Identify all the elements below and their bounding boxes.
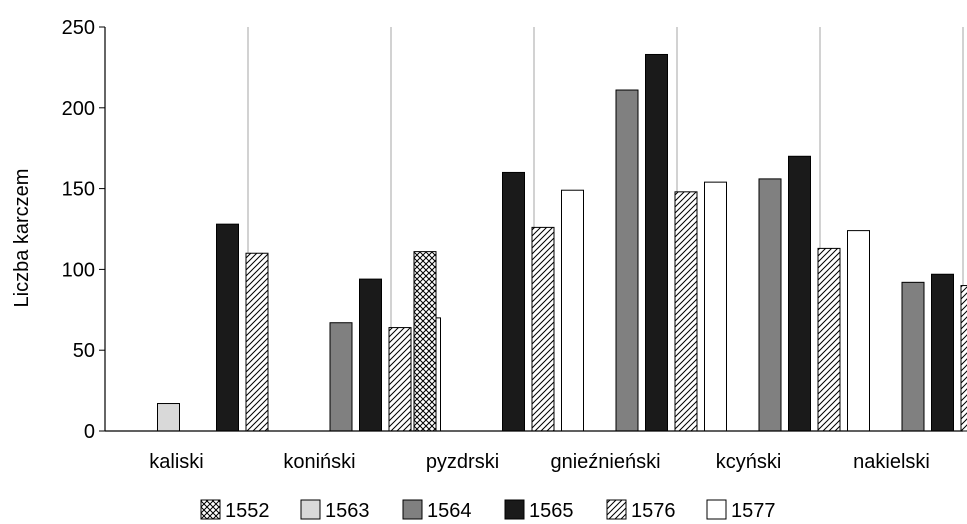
- y-axis-title: Liczba karczem: [11, 169, 33, 308]
- bar-1564-4: [758, 178, 782, 432]
- y-tick-label: 250: [62, 17, 95, 39]
- legend-label: 1564: [427, 500, 472, 522]
- legend-label: 1577: [731, 500, 776, 522]
- bars: [157, 53, 967, 432]
- x-category-label: koniński: [283, 451, 355, 473]
- legend-label: 1563: [325, 500, 370, 522]
- bar-1565-1: [359, 278, 382, 432]
- legend: 1552 1563 1564 1565 1576 1577: [200, 499, 776, 522]
- x-category-label: pyzdrski: [426, 451, 499, 473]
- bar-1577-4: [847, 230, 870, 432]
- bar-1565-4: [788, 155, 811, 432]
- legend-label: 1552: [225, 500, 270, 522]
- bar-1552-2: [413, 251, 437, 432]
- bar-1565-3: [645, 53, 668, 432]
- y-tick-label: 0: [84, 421, 95, 443]
- legend-label: 1565: [529, 500, 574, 522]
- axes: [104, 27, 963, 432]
- x-category-label: kcyński: [716, 451, 782, 473]
- y-tick-label: 150: [62, 179, 95, 201]
- bar-1564-5: [901, 281, 925, 432]
- bar-1576-1: [388, 327, 412, 432]
- bar-1565-2: [502, 171, 525, 432]
- legend-swatch-1552: [200, 499, 221, 520]
- y-tick-label: 100: [62, 259, 95, 281]
- legend-swatch-1577: [706, 499, 727, 520]
- y-tick-label: 200: [62, 98, 95, 120]
- bar-1576-0: [245, 252, 269, 432]
- bar-1577-2: [561, 189, 584, 432]
- legend-swatch-1563: [300, 499, 321, 520]
- x-category-label: gnieźnieński: [550, 451, 660, 473]
- x-category-label: kaliski: [149, 451, 203, 473]
- bar-1565-0: [216, 223, 239, 432]
- bar-1576-3: [674, 191, 698, 432]
- legend-swatch-1576: [606, 499, 627, 520]
- legend-swatch-1565: [504, 499, 525, 520]
- bar-1576-4: [817, 247, 841, 432]
- bar-1577-3: [704, 181, 727, 432]
- x-category-label: nakielski: [853, 451, 930, 473]
- bar-1564-1: [329, 322, 353, 432]
- bar-1576-5: [960, 285, 967, 432]
- y-tick-label: 50: [73, 340, 95, 362]
- bar-1564-3: [615, 89, 639, 432]
- bar-1563-0: [157, 403, 180, 432]
- legend-label: 1576: [631, 500, 676, 522]
- y-tick-labels: 0 50 100 150 200 250: [62, 17, 105, 443]
- bar-1565-5: [931, 273, 954, 432]
- bar-1576-2: [531, 226, 555, 432]
- legend-swatch-1564: [402, 499, 423, 520]
- x-category-labels: kaliski koniński pyzdrski gnieźnieński kcyńs…: [149, 451, 930, 473]
